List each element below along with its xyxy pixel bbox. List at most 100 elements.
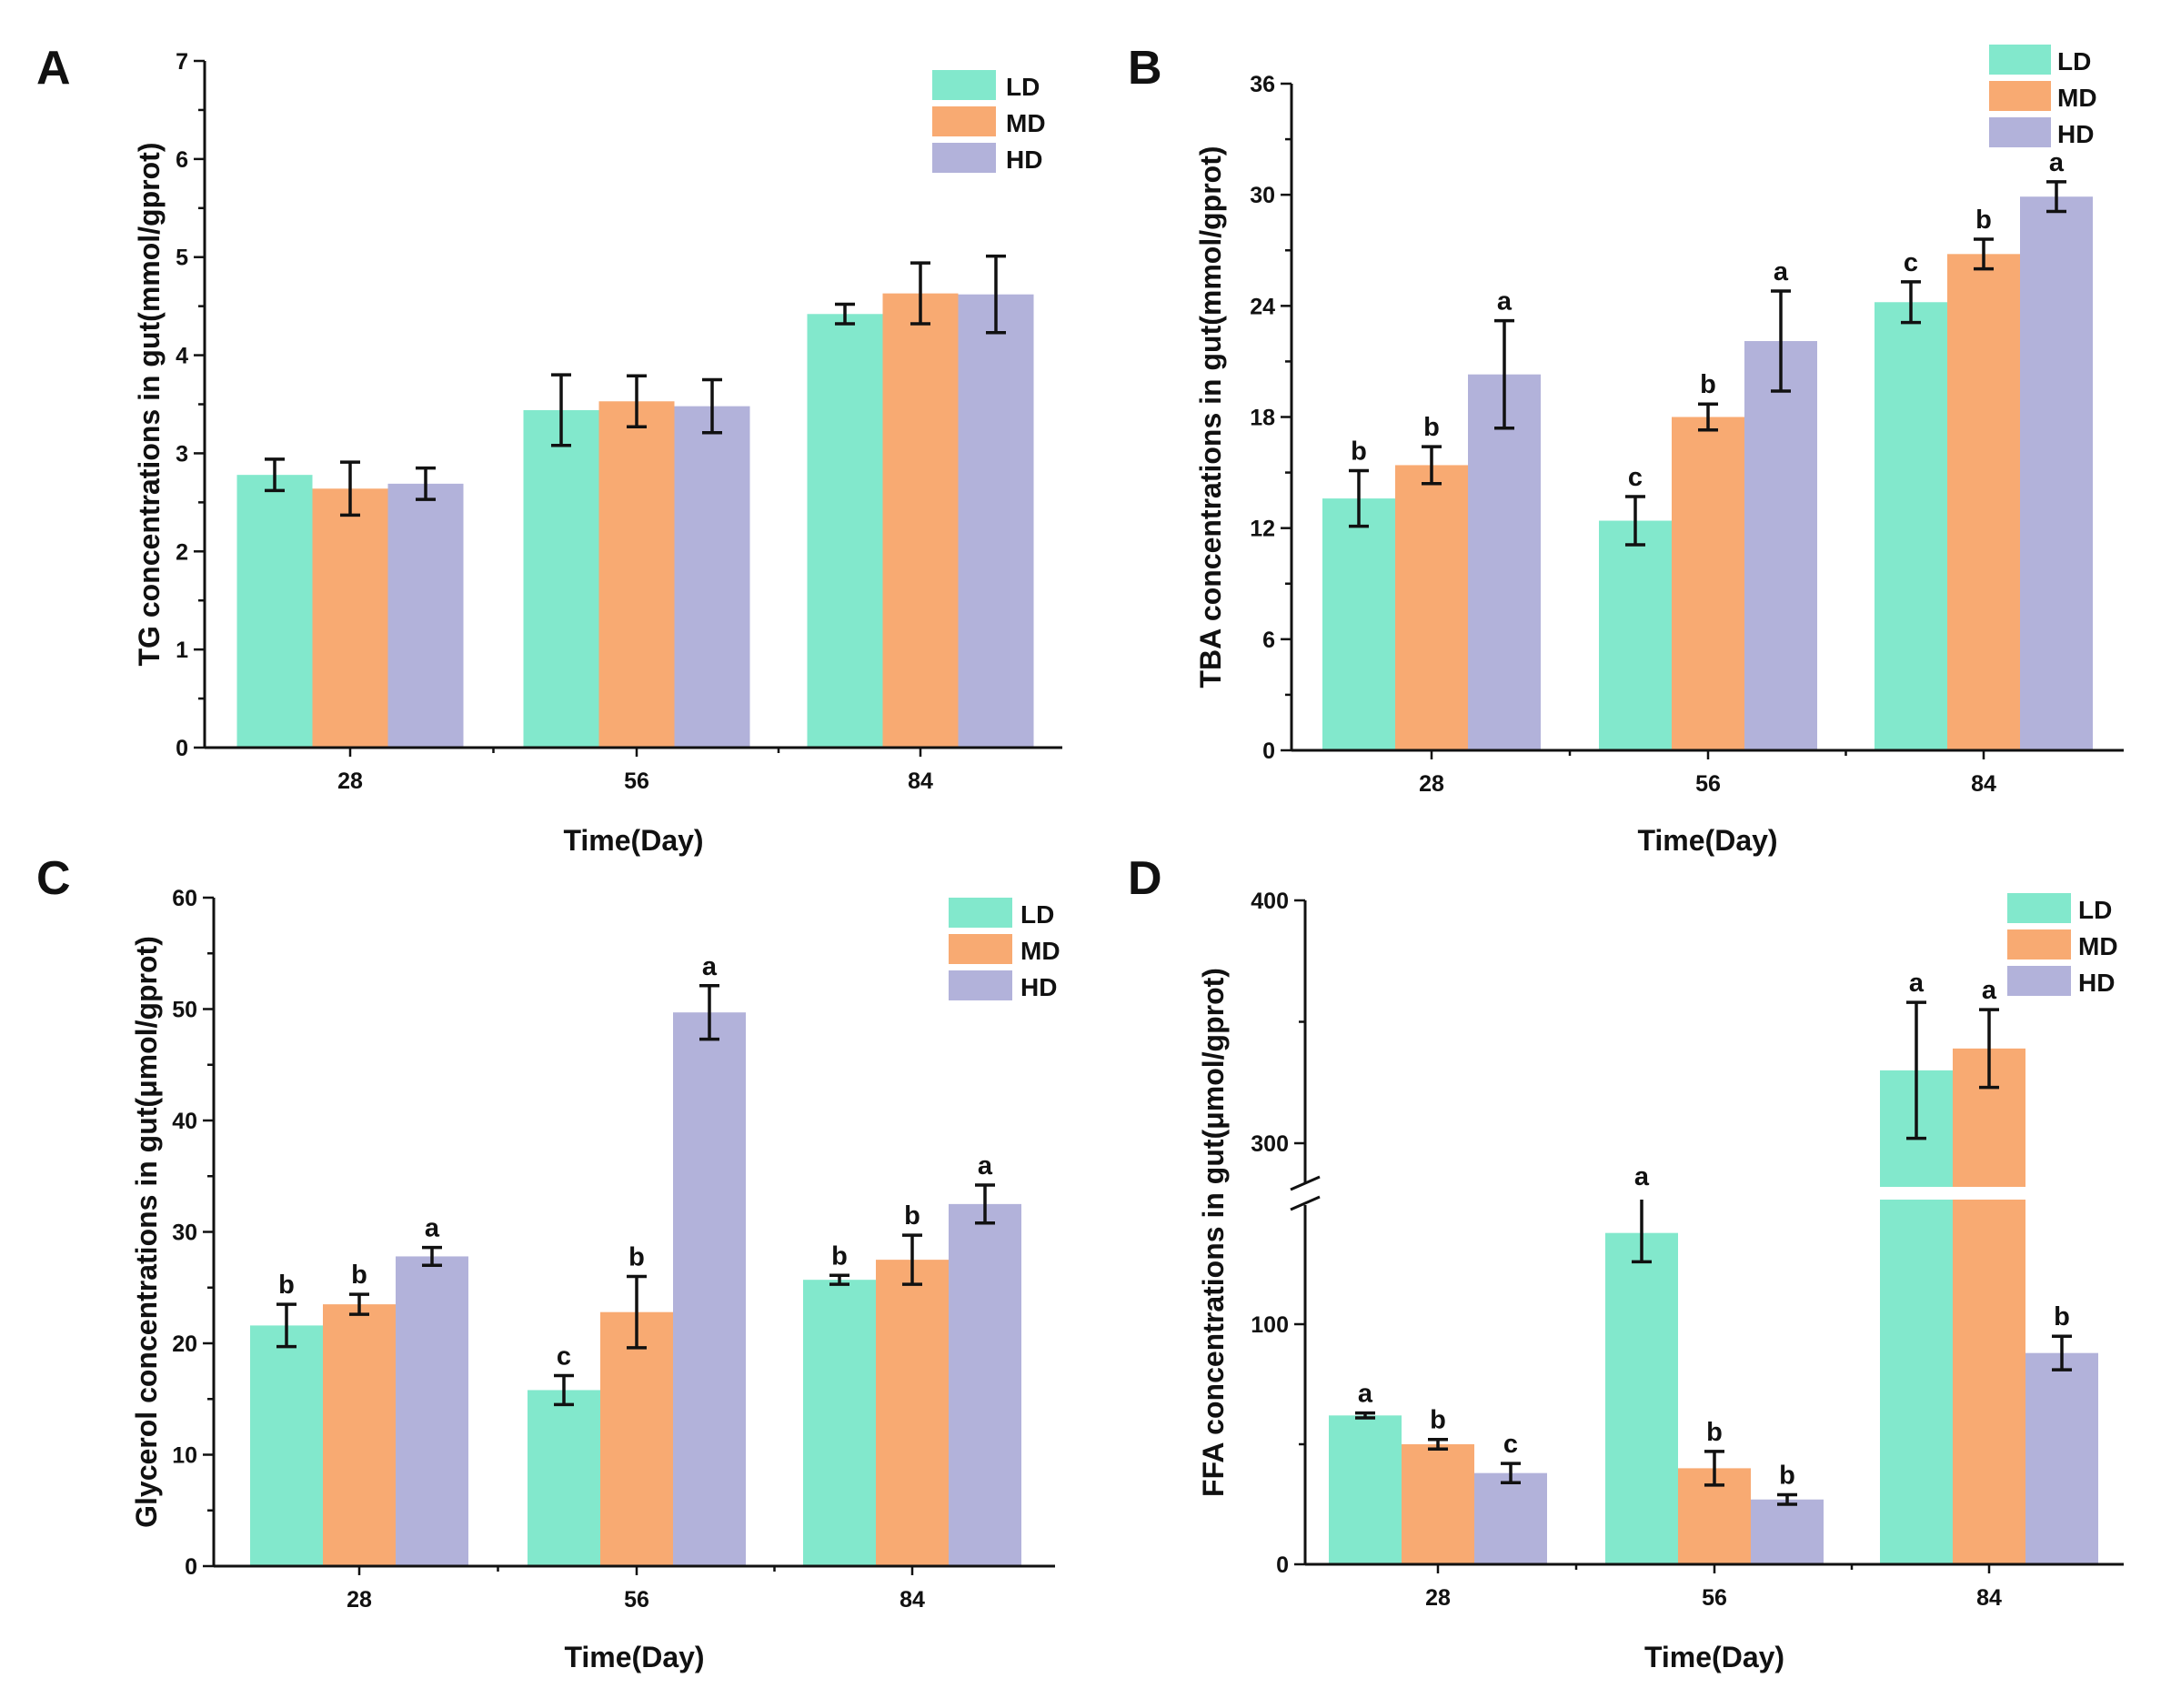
x-tick-label: 84 — [1976, 1585, 2002, 1611]
bar-MD-day-28 — [312, 488, 388, 748]
legend-swatch-MD — [2007, 929, 2071, 959]
legend-label-MD: MD — [2057, 84, 2097, 112]
panel-letter: D — [1128, 852, 1162, 905]
y-axis-title: TBA concentrations in gut(mmol/gprot) — [1194, 146, 1227, 688]
error-bar-HD-day-28 — [1501, 1462, 1521, 1484]
x-tick-label: 28 — [1419, 771, 1444, 797]
bar-HD-day-56 — [673, 1012, 746, 1566]
error-bar-LD-day-56 — [551, 373, 571, 447]
significance-label: a — [1909, 969, 1925, 998]
legend-label-LD: LD — [2057, 47, 2091, 75]
bar-LD-day-84 — [1880, 1070, 1953, 1564]
error-bar-HD-day-84 — [986, 254, 1006, 335]
bar-MD-day-28 — [1402, 1444, 1474, 1564]
bar-MD-day-84 — [876, 1260, 949, 1566]
y-tick-label: 7 — [176, 49, 188, 75]
error-bar-LD-day-28 — [276, 1302, 297, 1349]
legend-swatch-LD — [1989, 45, 2051, 75]
legend-swatch-HD — [932, 143, 996, 173]
error-bar-MD-day-84 — [910, 261, 930, 326]
y-axis-title: Glycerol concentrations in gut(μmol/gpro… — [130, 936, 163, 1528]
y-tick-label: 0 — [176, 736, 188, 761]
y-tick-label: 6 — [1262, 628, 1275, 653]
significance-label: a — [2049, 148, 2065, 177]
legend-label-MD: MD — [1006, 109, 1046, 137]
significance-label: a — [1358, 1380, 1373, 1409]
panel-letter: B — [1128, 42, 1162, 95]
significance-label: b — [1975, 206, 1992, 235]
significance-label: a — [1634, 1162, 1650, 1191]
y-tick-label: 0 — [1262, 738, 1275, 764]
bar-MD-day-84 — [1947, 254, 2020, 750]
y-tick-label: 0 — [1276, 1552, 1289, 1578]
bar-LD-day-84 — [807, 314, 883, 748]
significance-label: b — [831, 1241, 848, 1271]
significance-label: c — [557, 1342, 571, 1371]
significance-label: c — [1628, 463, 1643, 492]
y-tick-label: 5 — [176, 246, 188, 271]
error-bar-HD-day-84 — [975, 1183, 995, 1225]
bar-MD-day-84 — [1953, 1048, 2025, 1564]
chart-panel-D: Da a a b b a c b b 0 100 300 400 28 56 84 Time(Day) FFA c… — [1128, 852, 2126, 1673]
legend-swatch-LD — [2007, 893, 2071, 923]
significance-label: a — [978, 1151, 993, 1181]
y-tick-label: 6 — [176, 147, 188, 173]
error-bar-LD-day-84 — [835, 302, 855, 326]
x-tick-label: 28 — [1425, 1585, 1451, 1611]
significance-label: b — [1779, 1461, 1795, 1490]
legend: LD MD HD — [1989, 45, 2097, 148]
y-tick-label: 0 — [185, 1554, 197, 1580]
bar-MD-day-56 — [600, 1311, 673, 1566]
legend: LD MD HD — [932, 70, 1046, 174]
axis-break-mark — [1290, 1175, 1321, 1211]
y-axis-title: TG concentrations in gut(mmol/gprot) — [133, 143, 166, 667]
significance-label: c — [1904, 248, 1918, 277]
bar-LD-day-56 — [1605, 1232, 1678, 1564]
legend-label-LD: LD — [2078, 896, 2112, 924]
error-bar-HD-day-84 — [2046, 180, 2066, 214]
legend-label-HD: HD — [2057, 120, 2094, 148]
x-axis-title: Time(Day) — [564, 1641, 704, 1673]
significance-label: c — [1503, 1430, 1518, 1459]
bar-LD-day-56 — [523, 409, 599, 748]
error-bar-HD-day-28 — [422, 1245, 442, 1267]
legend-label-LD: LD — [1020, 900, 1054, 929]
x-tick-label: 56 — [624, 1587, 649, 1613]
bar-HD-day-56 — [1751, 1499, 1824, 1564]
y-tick-label: 300 — [1251, 1131, 1289, 1157]
y-tick-label: 50 — [172, 998, 197, 1023]
significance-label: b — [278, 1271, 295, 1300]
legend-swatch-HD — [949, 970, 1012, 1000]
error-bar-MD-day-84 — [1974, 237, 1994, 271]
legend-swatch-LD — [949, 898, 1012, 928]
bar-LD-day-28 — [1329, 1415, 1402, 1564]
error-bar-HD-day-28 — [416, 466, 436, 501]
x-axis-title: Time(Day) — [563, 824, 703, 857]
legend-label-LD: LD — [1006, 73, 1040, 101]
x-tick-label: 84 — [908, 769, 933, 794]
legend: LD MD HD — [2007, 893, 2118, 997]
significance-label: b — [628, 1243, 645, 1272]
bar-LD-day-28 — [250, 1325, 323, 1566]
bar-HD-day-56 — [674, 406, 750, 748]
error-bar-LD-day-28 — [265, 457, 285, 493]
error-bar-HD-day-56 — [699, 984, 719, 1041]
legend-label-MD: MD — [2078, 932, 2118, 960]
error-bar-HD-day-56 — [1777, 1492, 1797, 1506]
y-tick-label: 30 — [172, 1221, 197, 1246]
significance-label: a — [1774, 257, 1789, 286]
error-bar-HD-day-56 — [1771, 289, 1791, 393]
y-tick-label: 4 — [176, 344, 188, 369]
chart-panel-C: Cb c b b b b a a a 0 10 20 30 40 50 60 28 56 84 Time(Day) Gl… — [36, 852, 1060, 1673]
significance-label: b — [1423, 413, 1440, 442]
y-tick-label: 60 — [172, 886, 197, 911]
error-bar-MD-day-56 — [627, 374, 647, 429]
significance-label: b — [1700, 370, 1716, 399]
y-tick-label: 3 — [176, 441, 188, 467]
x-tick-label: 56 — [624, 769, 649, 794]
legend-swatch-MD — [932, 106, 996, 136]
bar-HD-day-28 — [387, 483, 464, 748]
x-axis-title: Time(Day) — [1644, 1641, 1784, 1673]
legend-label-HD: HD — [2078, 969, 2115, 997]
